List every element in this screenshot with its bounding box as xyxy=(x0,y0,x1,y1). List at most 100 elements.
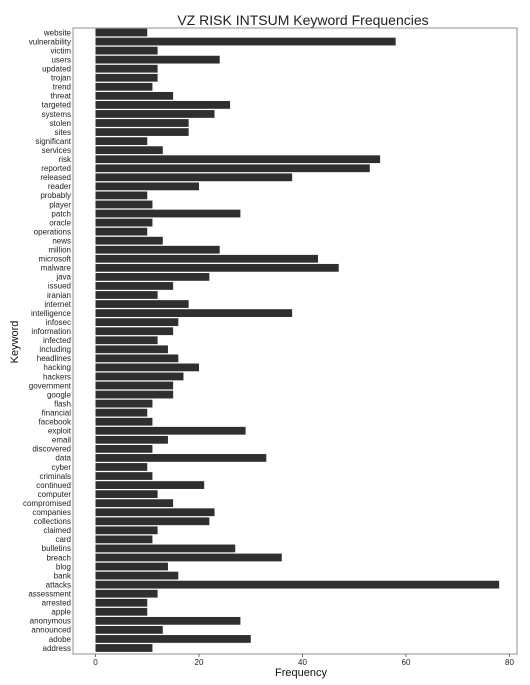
bar-computer xyxy=(95,490,158,499)
bar-million xyxy=(95,245,220,254)
x-tick-label-40: 40 xyxy=(298,658,307,667)
bar-targeted xyxy=(95,101,231,109)
bar-financial xyxy=(95,408,148,417)
bar-infected xyxy=(95,336,158,345)
bar-oracle xyxy=(95,218,153,227)
bar-headlines xyxy=(95,354,179,363)
bar-breach xyxy=(95,553,282,562)
y-tick-label-vulnerability: vulnerability xyxy=(29,37,71,46)
bars-layer xyxy=(95,28,500,652)
bar-hacking xyxy=(95,363,199,372)
bar-email xyxy=(95,435,168,444)
bar-bank xyxy=(95,571,179,580)
bar-card xyxy=(95,535,153,544)
bar-internet xyxy=(95,300,189,308)
y-tick-label-significant: significant xyxy=(35,137,71,146)
y-tick-label-continued: continued xyxy=(36,481,71,490)
y-tick-label-discovered: discovered xyxy=(32,445,71,454)
y-tick-label-sites: sites xyxy=(55,128,71,137)
bar-including xyxy=(95,345,168,354)
bar-companies xyxy=(95,508,215,517)
y-tick-label-flash: flash xyxy=(54,399,71,408)
bar-users xyxy=(95,55,220,64)
bar-discovered xyxy=(95,444,153,453)
y-tick-label-announced: announced xyxy=(31,626,71,635)
y-tick-label-released: released xyxy=(40,173,71,182)
bar-cyber xyxy=(95,463,148,471)
bar-services xyxy=(95,146,163,155)
bar-bulletins xyxy=(95,544,236,553)
bar-trend xyxy=(95,82,153,91)
y-tick-label-updated: updated xyxy=(42,65,71,74)
y-tick-label-email: email xyxy=(52,436,71,445)
plot-frame xyxy=(72,27,518,655)
y-tick-label-internet: internet xyxy=(44,300,71,309)
y-tick-label-cyber: cyber xyxy=(51,463,71,472)
y-tick-label-computer: computer xyxy=(38,490,72,499)
y-tick-label-apple: apple xyxy=(51,608,71,617)
y-tick-label-infosec: infosec xyxy=(46,318,71,327)
bar-iranian xyxy=(95,291,158,299)
bar-flash xyxy=(95,399,153,408)
bar-google xyxy=(95,390,174,399)
bar-assessment xyxy=(95,589,158,598)
bar-reader xyxy=(95,182,199,191)
y-tick-label-hacking: hacking xyxy=(43,363,71,372)
bar-systems xyxy=(95,110,215,118)
bar-updated xyxy=(95,64,158,73)
y-axis-title: Keyword xyxy=(9,321,21,364)
bar-compromised xyxy=(95,499,174,508)
bar-microsoft xyxy=(95,254,319,263)
y-tick-label-trojan: trojan xyxy=(51,74,71,83)
bar-claimed xyxy=(95,526,158,535)
bar-collections xyxy=(95,517,210,526)
bar-malware xyxy=(95,263,339,272)
y-tick-label-data: data xyxy=(55,454,71,463)
y-tick-label-threat: threat xyxy=(51,92,72,101)
bar-stolen xyxy=(95,119,189,127)
y-tick-label-intelligence: intelligence xyxy=(31,309,72,318)
y-tick-label-probably: probably xyxy=(40,191,71,200)
y-tick-label-oracle: oracle xyxy=(49,218,71,227)
y-tick-label-criminals: criminals xyxy=(39,472,71,481)
y-tick-label-patch: patch xyxy=(51,209,71,218)
bar-issued xyxy=(95,282,174,290)
bar-threat xyxy=(95,91,174,100)
y-tick-label-malware: malware xyxy=(41,264,72,273)
y-tick-label-breach: breach xyxy=(47,553,71,562)
x-tick-label-80: 80 xyxy=(505,658,514,667)
y-tick-label-hackers: hackers xyxy=(43,372,71,381)
y-tick-label-attacks: attacks xyxy=(46,580,71,589)
y-tick-label-player: player xyxy=(49,200,71,209)
y-tick-label-microsoft: microsoft xyxy=(39,255,72,264)
bar-facebook xyxy=(95,417,153,426)
y-tick-label-stolen: stolen xyxy=(50,119,71,128)
y-tick-label-collections: collections xyxy=(34,517,71,526)
bar-significant xyxy=(95,137,148,146)
y-tick-label-adobe: adobe xyxy=(49,635,72,644)
y-tick-label-address: address xyxy=(43,644,71,653)
bar-vulnerability xyxy=(95,37,396,46)
y-tick-label-arrested: arrested xyxy=(42,599,71,608)
bar-released xyxy=(95,173,293,182)
y-tick-label-trend: trend xyxy=(53,83,71,92)
y-tick-label-government: government xyxy=(29,381,72,390)
y-tick-label-compromised: compromised xyxy=(23,499,71,508)
bar-java xyxy=(95,273,210,281)
bar-trojan xyxy=(95,73,158,82)
y-tick-label-information: information xyxy=(31,327,71,336)
bar-probably xyxy=(95,191,148,200)
y-tick-label-reader: reader xyxy=(48,182,71,191)
y-tick-label-exploit: exploit xyxy=(48,427,72,436)
y-tick-label-services: services xyxy=(42,146,71,155)
bar-sites xyxy=(95,128,189,136)
y-tick-label-reported: reported xyxy=(41,164,71,173)
y-axis-tick-labels: websitevulnerabilityvictimusersupdatedtr… xyxy=(23,28,72,653)
y-tick-label-risk: risk xyxy=(59,155,72,164)
y-tick-label-card: card xyxy=(55,535,71,544)
bar-risk xyxy=(95,155,381,164)
y-tick-label-headlines: headlines xyxy=(37,354,71,363)
bar-website xyxy=(95,28,148,37)
y-tick-label-infected: infected xyxy=(43,336,71,345)
